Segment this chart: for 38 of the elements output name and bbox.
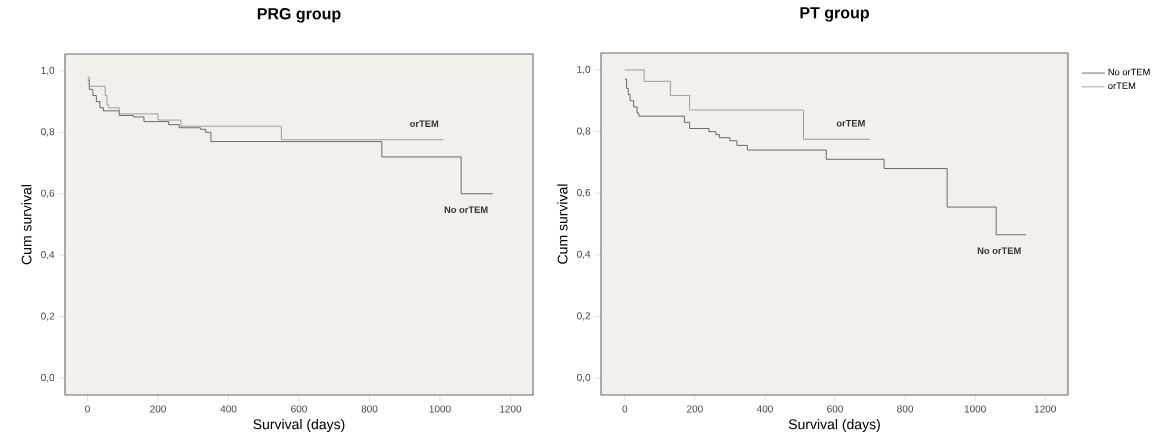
y-tick-label: 0,0: [577, 373, 591, 383]
y-tick-label: 0,8: [577, 127, 591, 136]
x-tick-label: 200: [150, 405, 166, 413]
annotation: orTEM: [410, 120, 439, 127]
annotation: orTEM: [836, 120, 865, 127]
annotation: No orTEM: [444, 206, 488, 213]
legend-label: No orTEM: [1108, 68, 1150, 76]
y-tick-label: 0,6: [577, 189, 591, 198]
annotation: No orTEM: [977, 247, 1021, 254]
x-tick-label: 0: [85, 405, 90, 413]
x-tick-label: 800: [361, 405, 378, 413]
chart-title: PRG group: [257, 8, 341, 23]
x-tick-label: 1200: [500, 405, 522, 413]
x-tick-label: 1000: [429, 405, 451, 413]
y-tick-label: 0,4: [41, 251, 55, 260]
x-tick-label: 0: [622, 405, 628, 413]
y-axis-title: Cum survival: [21, 185, 32, 265]
x-axis-title: Survival (days): [788, 418, 880, 433]
y-tick-label: 0,8: [41, 128, 55, 137]
y-tick-label: 0,2: [577, 312, 591, 321]
legend-label: orTEM: [1108, 82, 1136, 90]
y-tick-label: 1,0: [41, 66, 55, 76]
x-tick-label: 400: [220, 405, 237, 413]
x-tick-label: 600: [827, 405, 843, 413]
x-axis-title: Survival (days): [253, 418, 345, 433]
y-axis-title: Cum survival: [557, 184, 568, 264]
x-tick-label: 400: [756, 405, 773, 413]
y-tick-label: 0,6: [41, 189, 55, 198]
y-tick-label: 0,0: [41, 373, 55, 383]
y-tick-label: 0,2: [41, 312, 55, 321]
x-tick-label: 1000: [964, 405, 986, 413]
x-tick-label: 600: [291, 405, 307, 413]
x-tick-label: 800: [897, 405, 914, 413]
x-tick-label: 1200: [1034, 405, 1056, 413]
chart-title: PT group: [800, 7, 869, 22]
y-tick-label: 1,0: [577, 65, 591, 75]
y-tick-label: 0,4: [577, 250, 591, 259]
x-tick-label: 200: [687, 405, 703, 413]
